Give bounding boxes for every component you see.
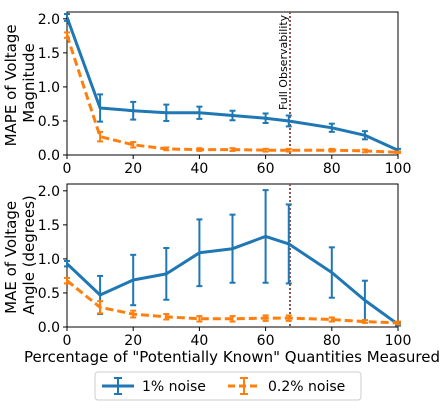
ylabel-bottom-line-1: MAE of Voltage — [2, 201, 20, 314]
ticks-group-top: 0 20 40 60 80 100 0.0 0.5 1.0 1.5 2.0 — [38, 12, 412, 177]
x-tick-label-top-0: 0 — [63, 161, 72, 177]
y-tick-label-top-0: 0.0 — [38, 148, 60, 164]
x-tick-label-top-3: 60 — [257, 161, 275, 177]
x-tick-label-bottom-5: 100 — [385, 333, 412, 349]
series-group-bottom — [64, 189, 401, 327]
series-group-top — [64, 13, 401, 154]
legend-label-1pct: 1% noise — [142, 379, 206, 395]
x-axis-label: Percentage of "Potentially Known" Quanti… — [24, 348, 440, 366]
ylabel-bottom: MAE of Voltage Angle (degrees) — [2, 195, 38, 315]
y-tick-label-top-3: 1.5 — [38, 46, 60, 62]
x-tick-label-top-5: 100 — [385, 161, 412, 177]
panel-bottom: 0 20 40 60 80 100 0.0 0.5 1.0 1.5 2.0 MAE of Volta… — [2, 183, 412, 349]
legend-item-1pct: 1% noise — [102, 377, 206, 395]
legend-item-02pct: 0.2% noise — [228, 377, 345, 395]
y-tick-label-bottom-2: 1.0 — [38, 252, 60, 268]
ylabel-bottom-line-2: Angle (degrees) — [20, 195, 38, 315]
panel-top: Full Observability 0 20 40 60 80 100 0.0 0.5 1.0… — [2, 11, 412, 177]
x-tick-label-top-1: 20 — [124, 161, 142, 177]
ylabel-top-line-1: MAPE of Voltage — [2, 24, 20, 146]
x-tick-label-bottom-0: 0 — [63, 333, 72, 349]
panel-top-frame — [66, 11, 399, 156]
ylabel-top-line-2: Magnitude — [20, 43, 38, 122]
full-observability-label: Full Observability — [277, 14, 290, 110]
y-tick-label-bottom-4: 2.0 — [38, 184, 60, 200]
y-tick-label-bottom-3: 1.5 — [38, 218, 60, 234]
ylabel-top: MAPE of Voltage Magnitude — [2, 20, 38, 147]
y-tick-label-top-4: 2.0 — [38, 12, 60, 28]
y-tick-label-bottom-0: 0.0 — [38, 320, 60, 336]
x-tick-label-bottom-3: 60 — [257, 333, 275, 349]
y-tick-label-top-2: 1.0 — [38, 80, 60, 96]
x-tick-label-bottom-1: 20 — [124, 333, 142, 349]
ticks-group-bottom: 0 20 40 60 80 100 0.0 0.5 1.0 1.5 2.0 — [38, 184, 412, 349]
x-tick-label-top-2: 40 — [190, 161, 208, 177]
y-tick-label-bottom-1: 0.5 — [38, 286, 60, 302]
legend: 1% noise 0.2% noise — [94, 371, 362, 401]
x-tick-label-bottom-4: 80 — [323, 333, 341, 349]
x-tick-label-bottom-2: 40 — [190, 333, 208, 349]
y-tick-label-top-1: 0.5 — [38, 114, 60, 130]
legend-label-02pct: 0.2% noise — [268, 379, 345, 395]
x-tick-label-top-4: 80 — [323, 161, 341, 177]
